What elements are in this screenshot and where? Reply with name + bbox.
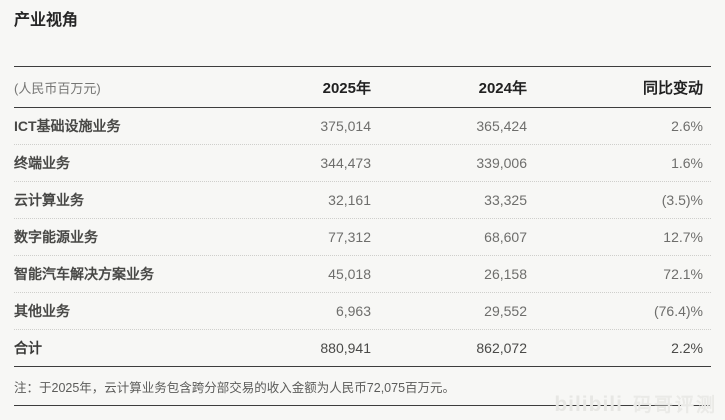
- table-row-intelligent-automotive: 智能汽车解决方案业务 45,018 26,158 72.1%: [14, 256, 711, 293]
- value-2025: 375,014: [320, 118, 371, 134]
- table-row-total: 合计 880,941 862,072 2.2%: [14, 330, 711, 367]
- segment-revenue-table: (人民币百万元) 2025年 2024年 同比变动 ICT基础设施业务 375,…: [14, 66, 711, 367]
- footnote-text: 注：于2025年，云计算业务包含跨分部交易的收入金额为人民币72,075百万元。: [14, 380, 456, 395]
- page-title: 产业视角: [14, 12, 79, 29]
- total-value-yoy: 2.2%: [671, 340, 703, 356]
- value-yoy: 12.7%: [663, 229, 703, 245]
- value-yoy: (76.4)%: [653, 303, 703, 319]
- row-label: 其他业务: [14, 303, 70, 319]
- value-2025: 77,312: [328, 229, 371, 245]
- value-2024: 339,006: [476, 155, 527, 171]
- column-header-2024: 2024年: [478, 79, 527, 97]
- column-header-yoy: 同比变动: [642, 79, 703, 97]
- value-2024: 33,325: [484, 192, 527, 208]
- table-row-cloud-computing: 云计算业务 32,161 33,325 (3.5)%: [14, 182, 711, 219]
- currency-unit-label: (人民币百万元): [14, 80, 101, 96]
- footnote: 注：于2025年，云计算业务包含跨分部交易的收入金额为人民币72,075百万元。: [14, 367, 711, 406]
- total-value-2024: 862,072: [476, 340, 527, 356]
- value-yoy: 2.6%: [671, 118, 703, 134]
- row-label: ICT基础设施业务: [14, 118, 121, 134]
- row-label: 数字能源业务: [14, 229, 98, 245]
- table-row-devices: 终端业务 344,473 339,006 1.6%: [14, 145, 711, 182]
- row-label: 云计算业务: [14, 192, 84, 208]
- value-2024: 29,552: [484, 303, 527, 319]
- total-label: 合计: [14, 340, 42, 356]
- value-2024: 26,158: [484, 266, 527, 282]
- report-page: 产业视角 (人民币百万元) 2025年 2024年 同比变动 ICT基础设施业务…: [0, 10, 725, 420]
- value-yoy: 1.6%: [671, 155, 703, 171]
- value-2025: 45,018: [328, 266, 371, 282]
- value-2024: 365,424: [476, 118, 527, 134]
- value-2025: 32,161: [328, 192, 371, 208]
- table-row-others: 其他业务 6,963 29,552 (76.4)%: [14, 293, 711, 330]
- value-2024: 68,607: [484, 229, 527, 245]
- value-yoy: (3.5)%: [661, 192, 703, 208]
- value-2025: 344,473: [320, 155, 371, 171]
- table-row-ict-infrastructure: ICT基础设施业务 375,014 365,424 2.6%: [14, 108, 711, 145]
- row-label: 终端业务: [14, 155, 70, 171]
- table-row-digital-power: 数字能源业务 77,312 68,607 12.7%: [14, 219, 711, 256]
- column-header-2025: 2025年: [322, 79, 371, 97]
- value-yoy: 72.1%: [663, 266, 703, 282]
- table-header-row: (人民币百万元) 2025年 2024年 同比变动: [14, 66, 711, 108]
- row-label: 智能汽车解决方案业务: [14, 266, 154, 282]
- total-value-2025: 880,941: [320, 340, 371, 356]
- value-2025: 6,963: [335, 303, 371, 319]
